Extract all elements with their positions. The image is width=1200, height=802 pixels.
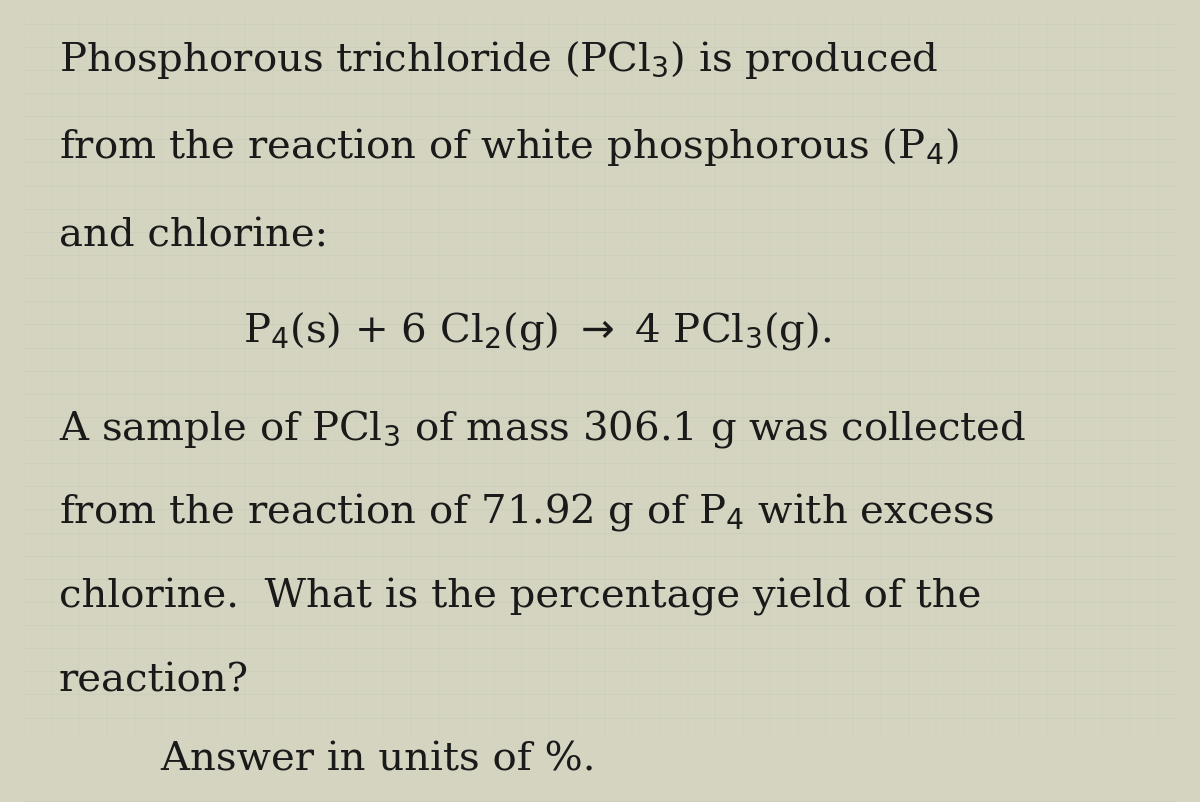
Text: A sample of PCl$_3$ of mass 306.1 g was collected: A sample of PCl$_3$ of mass 306.1 g was … <box>59 407 1026 449</box>
Text: reaction?: reaction? <box>59 661 248 698</box>
Text: chlorine.  What is the percentage yield of the: chlorine. What is the percentage yield o… <box>59 577 980 615</box>
Text: Answer in units of %.: Answer in units of %. <box>110 740 596 778</box>
Text: from the reaction of white phosphorous (P$_4$): from the reaction of white phosphorous (… <box>59 126 958 168</box>
Text: P$_4$(s) + 6 Cl$_2$(g) $\rightarrow$ 4 PCl$_3$(g).: P$_4$(s) + 6 Cl$_2$(g) $\rightarrow$ 4 P… <box>242 310 832 351</box>
Text: Phosphorous trichloride (PCl$_3$) is produced: Phosphorous trichloride (PCl$_3$) is pro… <box>59 39 938 81</box>
Text: and chlorine:: and chlorine: <box>59 217 328 254</box>
Text: from the reaction of 71.92 g of P$_4$ with excess: from the reaction of 71.92 g of P$_4$ wi… <box>59 490 994 533</box>
